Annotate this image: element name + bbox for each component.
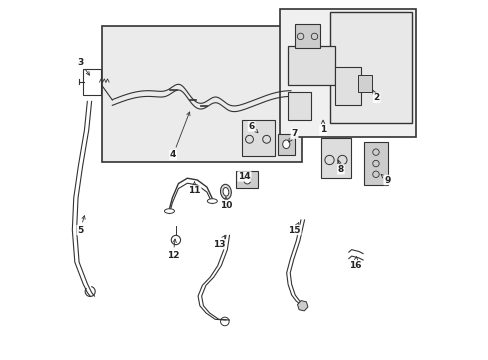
FancyBboxPatch shape <box>364 142 387 185</box>
Text: 6: 6 <box>248 122 258 133</box>
Text: 10: 10 <box>220 197 232 210</box>
Text: 13: 13 <box>213 235 225 249</box>
FancyBboxPatch shape <box>287 46 334 85</box>
Text: 1: 1 <box>319 120 325 135</box>
Ellipse shape <box>220 184 231 199</box>
FancyBboxPatch shape <box>357 75 372 93</box>
Text: 3: 3 <box>77 58 89 75</box>
Text: 16: 16 <box>348 257 361 270</box>
Text: 11: 11 <box>188 182 201 195</box>
Text: 8: 8 <box>337 160 344 174</box>
FancyBboxPatch shape <box>321 138 350 178</box>
Text: 7: 7 <box>288 129 297 142</box>
Text: 5: 5 <box>77 216 85 234</box>
Ellipse shape <box>164 209 174 213</box>
Ellipse shape <box>244 175 250 184</box>
FancyBboxPatch shape <box>335 67 361 105</box>
FancyBboxPatch shape <box>236 171 258 188</box>
Ellipse shape <box>223 188 228 196</box>
Bar <box>280 9 415 137</box>
Text: 2: 2 <box>372 90 379 102</box>
Text: 14: 14 <box>238 172 250 181</box>
Text: 4: 4 <box>169 112 189 159</box>
Text: 9: 9 <box>380 175 390 185</box>
Bar <box>102 26 301 162</box>
FancyBboxPatch shape <box>242 120 274 156</box>
Text: 12: 12 <box>166 239 179 260</box>
Ellipse shape <box>282 140 289 149</box>
FancyBboxPatch shape <box>277 134 294 155</box>
Bar <box>329 12 411 123</box>
Ellipse shape <box>207 199 217 203</box>
FancyBboxPatch shape <box>287 92 310 120</box>
FancyBboxPatch shape <box>295 24 319 48</box>
Text: 15: 15 <box>287 222 300 234</box>
FancyBboxPatch shape <box>83 69 101 95</box>
